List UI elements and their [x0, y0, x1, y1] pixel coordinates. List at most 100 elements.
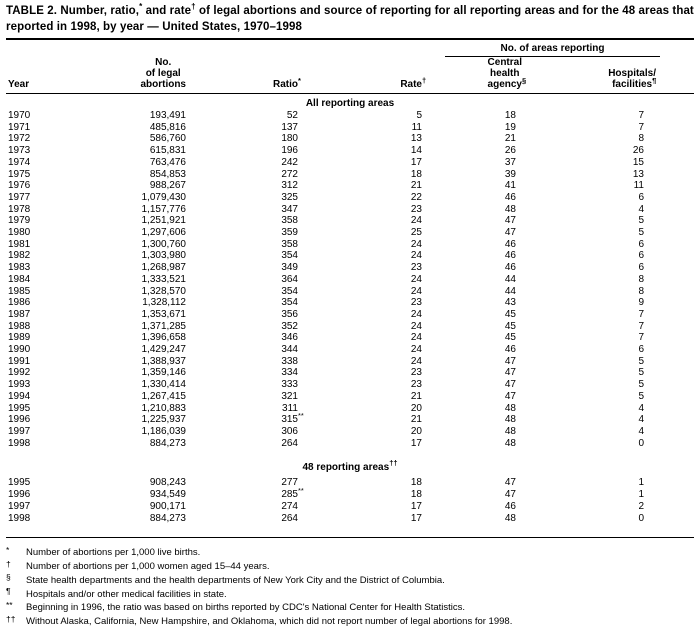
footnote-text: Beginning in 1996, the ratio was based o…: [26, 602, 466, 614]
year-cell: 1980: [8, 227, 31, 239]
central-agency-cell: 47: [504, 355, 516, 367]
year-cell: 1986: [8, 297, 31, 309]
central-agency-cell: 43: [504, 297, 516, 309]
ratio-cell: 358: [281, 215, 298, 227]
central-agency-cell: 44: [504, 273, 516, 285]
ratio-cell: 356: [281, 308, 298, 320]
central-agency-cell: 39: [504, 168, 516, 180]
hospitals-cell: 6: [638, 250, 644, 262]
year-cell: 1988: [8, 320, 31, 332]
central-agency-cell: 48: [504, 512, 516, 524]
central-agency-cell: 47: [504, 367, 516, 379]
hospitals-cell: 5: [638, 379, 644, 391]
table-row: 1979 1,251,921 358 24 47 5: [6, 215, 694, 227]
abortions-cell: 1,353,671: [141, 308, 187, 320]
ratio-cell: 347: [281, 203, 298, 215]
spacer-cell: [6, 43, 422, 57]
ratio-cell: 321: [281, 390, 298, 402]
year-cell: 1979: [8, 215, 31, 227]
rate-cell: 24: [410, 355, 422, 367]
ratio-cell: 272: [281, 168, 298, 180]
year-cell: 1996: [8, 489, 31, 501]
abortions-cell: 763,476: [149, 156, 186, 168]
abortions-cell: 1,396,658: [141, 332, 187, 344]
central-agency-cell: 45: [504, 320, 516, 332]
ratio-cell: 315**: [281, 410, 304, 426]
central-agency-cell: 46: [504, 191, 516, 203]
rate-cell: 24: [410, 285, 422, 297]
table-bottom-rule: [6, 537, 694, 539]
rate-cell: 23: [410, 379, 422, 391]
abortions-cell: 1,268,987: [141, 262, 187, 274]
abortions-cell: 900,171: [149, 500, 186, 512]
central-agency-cell: 48: [504, 425, 516, 437]
footnote: †† Without Alaska, California, New Hampsh…: [6, 613, 694, 629]
ratio-cell: 137: [281, 121, 298, 133]
rate-cell: 14: [410, 145, 422, 157]
table-row: 1972 586,760 180 13 21 8: [6, 133, 694, 145]
abortions-cell: 1,186,039: [141, 425, 187, 437]
rate-cell: 23: [410, 262, 422, 274]
hospitals-cell: 15: [632, 156, 644, 168]
ratio-cell: 306: [281, 425, 298, 437]
central-agency-cell: 48: [504, 437, 516, 449]
hospitals-cell: 4: [638, 402, 644, 414]
ratio-cell: 346: [281, 332, 298, 344]
section-footnote-marker: ††: [389, 459, 398, 469]
year-cell: 1991: [8, 355, 31, 367]
footnotes: * Number of abortions per 1,000 live birt…: [6, 545, 694, 629]
hospitals-cell: 5: [638, 355, 644, 367]
rate-cell: 23: [410, 367, 422, 379]
col-header-year: Year: [6, 57, 66, 94]
abortions-cell: 1,328,112: [142, 297, 186, 309]
abortions-cell: 1,297,606: [141, 227, 187, 239]
year-cell: 1993: [8, 379, 31, 391]
footnote: † Number of abortions per 1,000 women age…: [6, 559, 694, 574]
abortions-cell: 1,333,521: [141, 273, 187, 285]
year-cell: 1982: [8, 250, 31, 262]
ratio-cell: 364: [281, 273, 298, 285]
year-cell: 1992: [8, 367, 31, 379]
rate-cell: 24: [410, 273, 422, 285]
table-row: 1980 1,297,606 359 25 47 5: [6, 227, 694, 239]
central-agency-cell: 48: [504, 203, 516, 215]
ratio-cell: 274: [281, 500, 298, 512]
hospitals-cell: 6: [638, 238, 644, 250]
ratio-cell: 338: [281, 355, 298, 367]
abortions-cell: 1,157,776: [141, 203, 187, 215]
hospitals-cell: 4: [638, 425, 644, 437]
hospitals-cell: 5: [638, 367, 644, 379]
year-cell: 1994: [8, 390, 31, 402]
ratio-cell: 264: [281, 512, 298, 524]
title-rate-footnote-marker: †: [191, 2, 196, 12]
table-row: 1996 934,549 285** 18 47 1: [6, 487, 694, 501]
table-row: 1995 908,243 277 18 47 1: [6, 477, 694, 489]
year-cell: 1973: [8, 145, 31, 157]
year-cell: 1970: [8, 110, 31, 121]
col-header-ratio: Ratio*: [186, 57, 301, 94]
rate-cell: 24: [410, 344, 422, 356]
abortions-cell: 193,491: [149, 110, 186, 121]
rate-cell: 24: [410, 250, 422, 262]
ratio-cell: 354: [281, 297, 298, 309]
year-cell: 1978: [8, 203, 31, 215]
rate-cell: 17: [410, 500, 422, 512]
footnote-marker: **: [6, 599, 13, 610]
rate-cell: 20: [410, 425, 422, 437]
spanner-header-cell: No. of areas reporting: [422, 43, 694, 57]
areas-reporting-spanner: No. of areas reporting: [445, 43, 660, 57]
year-cell: 1997: [8, 500, 31, 512]
central-agency-cell: 46: [504, 500, 516, 512]
footnote-text: State health departments and the health …: [26, 574, 445, 586]
year-cell: 1975: [8, 168, 31, 180]
abortions-cell: 1,251,921: [141, 215, 187, 227]
col-header-hospitals-facilities: Hospitals/ facilities¶: [522, 57, 694, 94]
ratio-cell: 354: [281, 250, 298, 262]
table-row: 1986 1,328,112 354 23 43 9: [6, 297, 694, 309]
table-row: 1984 1,333,521 364 24 44 8: [6, 274, 694, 286]
footnote-marker: ††: [6, 613, 16, 624]
hospitals-cell: 5: [638, 390, 644, 402]
table-row: 1973 615,831 196 14 26 26: [6, 145, 694, 157]
abortions-cell: 1,371,285: [141, 320, 187, 332]
